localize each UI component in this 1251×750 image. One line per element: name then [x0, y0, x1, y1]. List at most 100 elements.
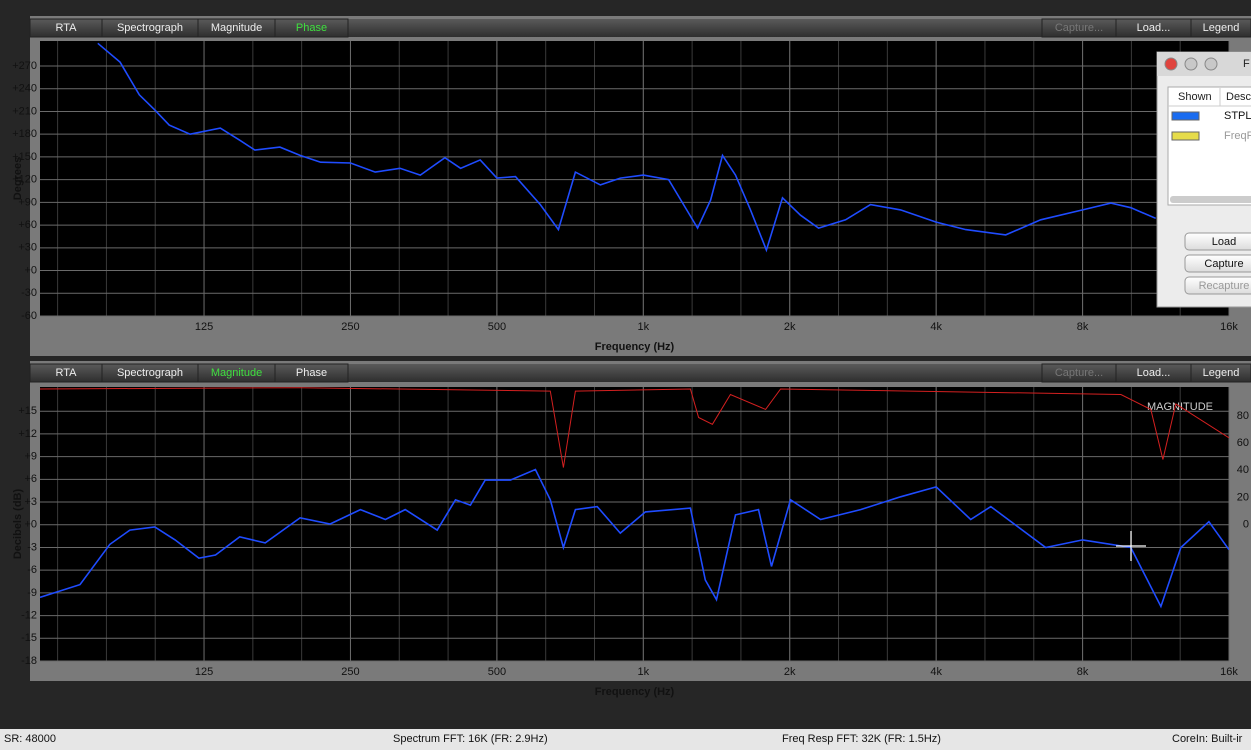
y-axis-label: Decibels (dB) — [12, 489, 24, 560]
trace-swatch[interactable] — [1171, 111, 1200, 121]
toolbar-button[interactable] — [1190, 363, 1251, 383]
dialog-button-label[interactable]: Capture — [1204, 258, 1243, 270]
y-tick-label: +120 — [12, 174, 37, 186]
x-tick-label: 125 — [195, 666, 213, 678]
y-tick-label: +12 — [18, 428, 37, 440]
tab-label[interactable]: RTA — [56, 367, 78, 379]
dialog-button — [1184, 276, 1251, 295]
scrollbar — [1170, 196, 1251, 203]
dialog-button-label[interactable]: Load — [1212, 236, 1236, 248]
tab-label[interactable]: Phase — [296, 22, 327, 34]
status-text: CoreIn: Built-ir — [1172, 733, 1243, 745]
y2-tick-label: 80 — [1237, 410, 1249, 422]
tab-label[interactable]: Phase — [296, 367, 327, 379]
y-tick-label: +210 — [12, 105, 37, 117]
y-tick-label: +30 — [18, 242, 37, 254]
series-line — [40, 468, 1229, 609]
series-line — [97, 42, 1157, 253]
y2-tick-label: 0 — [1243, 518, 1249, 530]
toolbar-button-label[interactable]: Load... — [1137, 367, 1171, 379]
tab-label[interactable]: RTA — [56, 22, 78, 34]
x-tick-label: 8k — [1077, 666, 1089, 678]
y-tick-label: +6 — [24, 473, 37, 485]
dialog-button-label: Recapture — [1199, 280, 1250, 292]
toolbar-button-label[interactable]: Load... — [1137, 22, 1171, 34]
tab-label[interactable]: Magnitude — [211, 367, 262, 379]
y-tick-label: -30 — [21, 287, 37, 299]
window-button[interactable] — [1164, 57, 1178, 71]
x-tick-label: 16k — [1220, 321, 1238, 333]
trace-name[interactable]: FreqR — [1224, 130, 1251, 142]
toolbar-button-label[interactable]: Legend — [1203, 367, 1240, 379]
toolbar-button-label[interactable]: Legend — [1203, 22, 1240, 34]
trace-swatch[interactable] — [1171, 131, 1200, 141]
y-tick-label: -9 — [27, 587, 37, 599]
x-axis-label: Frequency (Hz) — [595, 341, 675, 353]
toolbar-button[interactable] — [1190, 18, 1251, 38]
cursor — [1116, 531, 1146, 561]
x-tick-label: 2k — [784, 321, 796, 333]
x-tick-label: 16k — [1220, 666, 1238, 678]
toolbar-button-label: Capture... — [1055, 367, 1103, 379]
tab-bar — [30, 364, 1251, 382]
y-tick-label: +240 — [12, 83, 37, 95]
x-tick-label: 125 — [195, 321, 213, 333]
x-tick-label: 4k — [930, 666, 942, 678]
plot-area — [40, 387, 1229, 661]
x-tick-label: 1k — [637, 321, 649, 333]
y-tick-label: -60 — [21, 310, 37, 322]
status-text: SR: 48000 — [4, 733, 56, 745]
x-tick-label: 2k — [784, 666, 796, 678]
y-tick-label: +15 — [18, 405, 37, 417]
plot-area — [40, 41, 1229, 316]
dialog-title: F — [1243, 58, 1250, 70]
x-tick-label: 1k — [637, 666, 649, 678]
legend-table — [1167, 86, 1251, 206]
y-tick-label: +9 — [24, 451, 37, 463]
window-button[interactable] — [1204, 57, 1218, 71]
y-tick-label: +0 — [24, 519, 37, 531]
x-tick-label: 250 — [341, 666, 359, 678]
y-tick-label: -18 — [21, 655, 37, 667]
y-tick-label: -15 — [21, 632, 37, 644]
dialog-button[interactable] — [1184, 232, 1251, 251]
tab-label[interactable]: Magnitude — [211, 22, 262, 34]
x-axis-label: Frequency (Hz) — [595, 686, 675, 698]
tab[interactable] — [274, 18, 349, 38]
tab-label[interactable]: Spectrograph — [117, 367, 183, 379]
y2-tick-label: 60 — [1237, 437, 1249, 449]
y2-tick-label: 40 — [1237, 464, 1249, 476]
y-tick-label: +180 — [12, 128, 37, 140]
trace-name[interactable]: STPLI — [1224, 110, 1251, 122]
series-line — [40, 387, 1229, 468]
x-tick-label: 250 — [341, 321, 359, 333]
y-tick-label: +150 — [12, 151, 37, 163]
y-tick-label: -3 — [27, 541, 37, 553]
column-header: Shown — [1178, 91, 1212, 103]
status-text: Spectrum FFT: 16K (FR: 2.9Hz) — [393, 733, 548, 745]
y-tick-label: +60 — [18, 219, 37, 231]
y-tick-label: +0 — [24, 264, 37, 276]
y2-tick-label: 20 — [1237, 491, 1249, 503]
dialog-button[interactable] — [1184, 254, 1251, 273]
tab-bar — [30, 19, 1251, 37]
window-button[interactable] — [1184, 57, 1198, 71]
tab-label[interactable]: Spectrograph — [117, 22, 183, 34]
status-text: Freq Resp FFT: 32K (FR: 1.5Hz) — [782, 733, 941, 745]
legend-dialog: F Shown Desc STPLI FreqR Load Capture Recapture — [1156, 51, 1251, 308]
y-tick-label: +270 — [12, 60, 37, 72]
y-tick-label: +3 — [24, 496, 37, 508]
y-tick-label: +90 — [18, 196, 37, 208]
x-tick-label: 4k — [930, 321, 942, 333]
x-tick-label: 500 — [488, 321, 506, 333]
y-tick-label: -6 — [27, 564, 37, 576]
toolbar-button-label: Capture... — [1055, 22, 1103, 34]
x-tick-label: 500 — [488, 666, 506, 678]
tab[interactable] — [274, 363, 349, 383]
status-bar — [0, 729, 1251, 750]
column-header: Desc — [1226, 91, 1251, 103]
y-axis-label: Degrees — [12, 157, 24, 200]
y-tick-label: -12 — [21, 609, 37, 621]
